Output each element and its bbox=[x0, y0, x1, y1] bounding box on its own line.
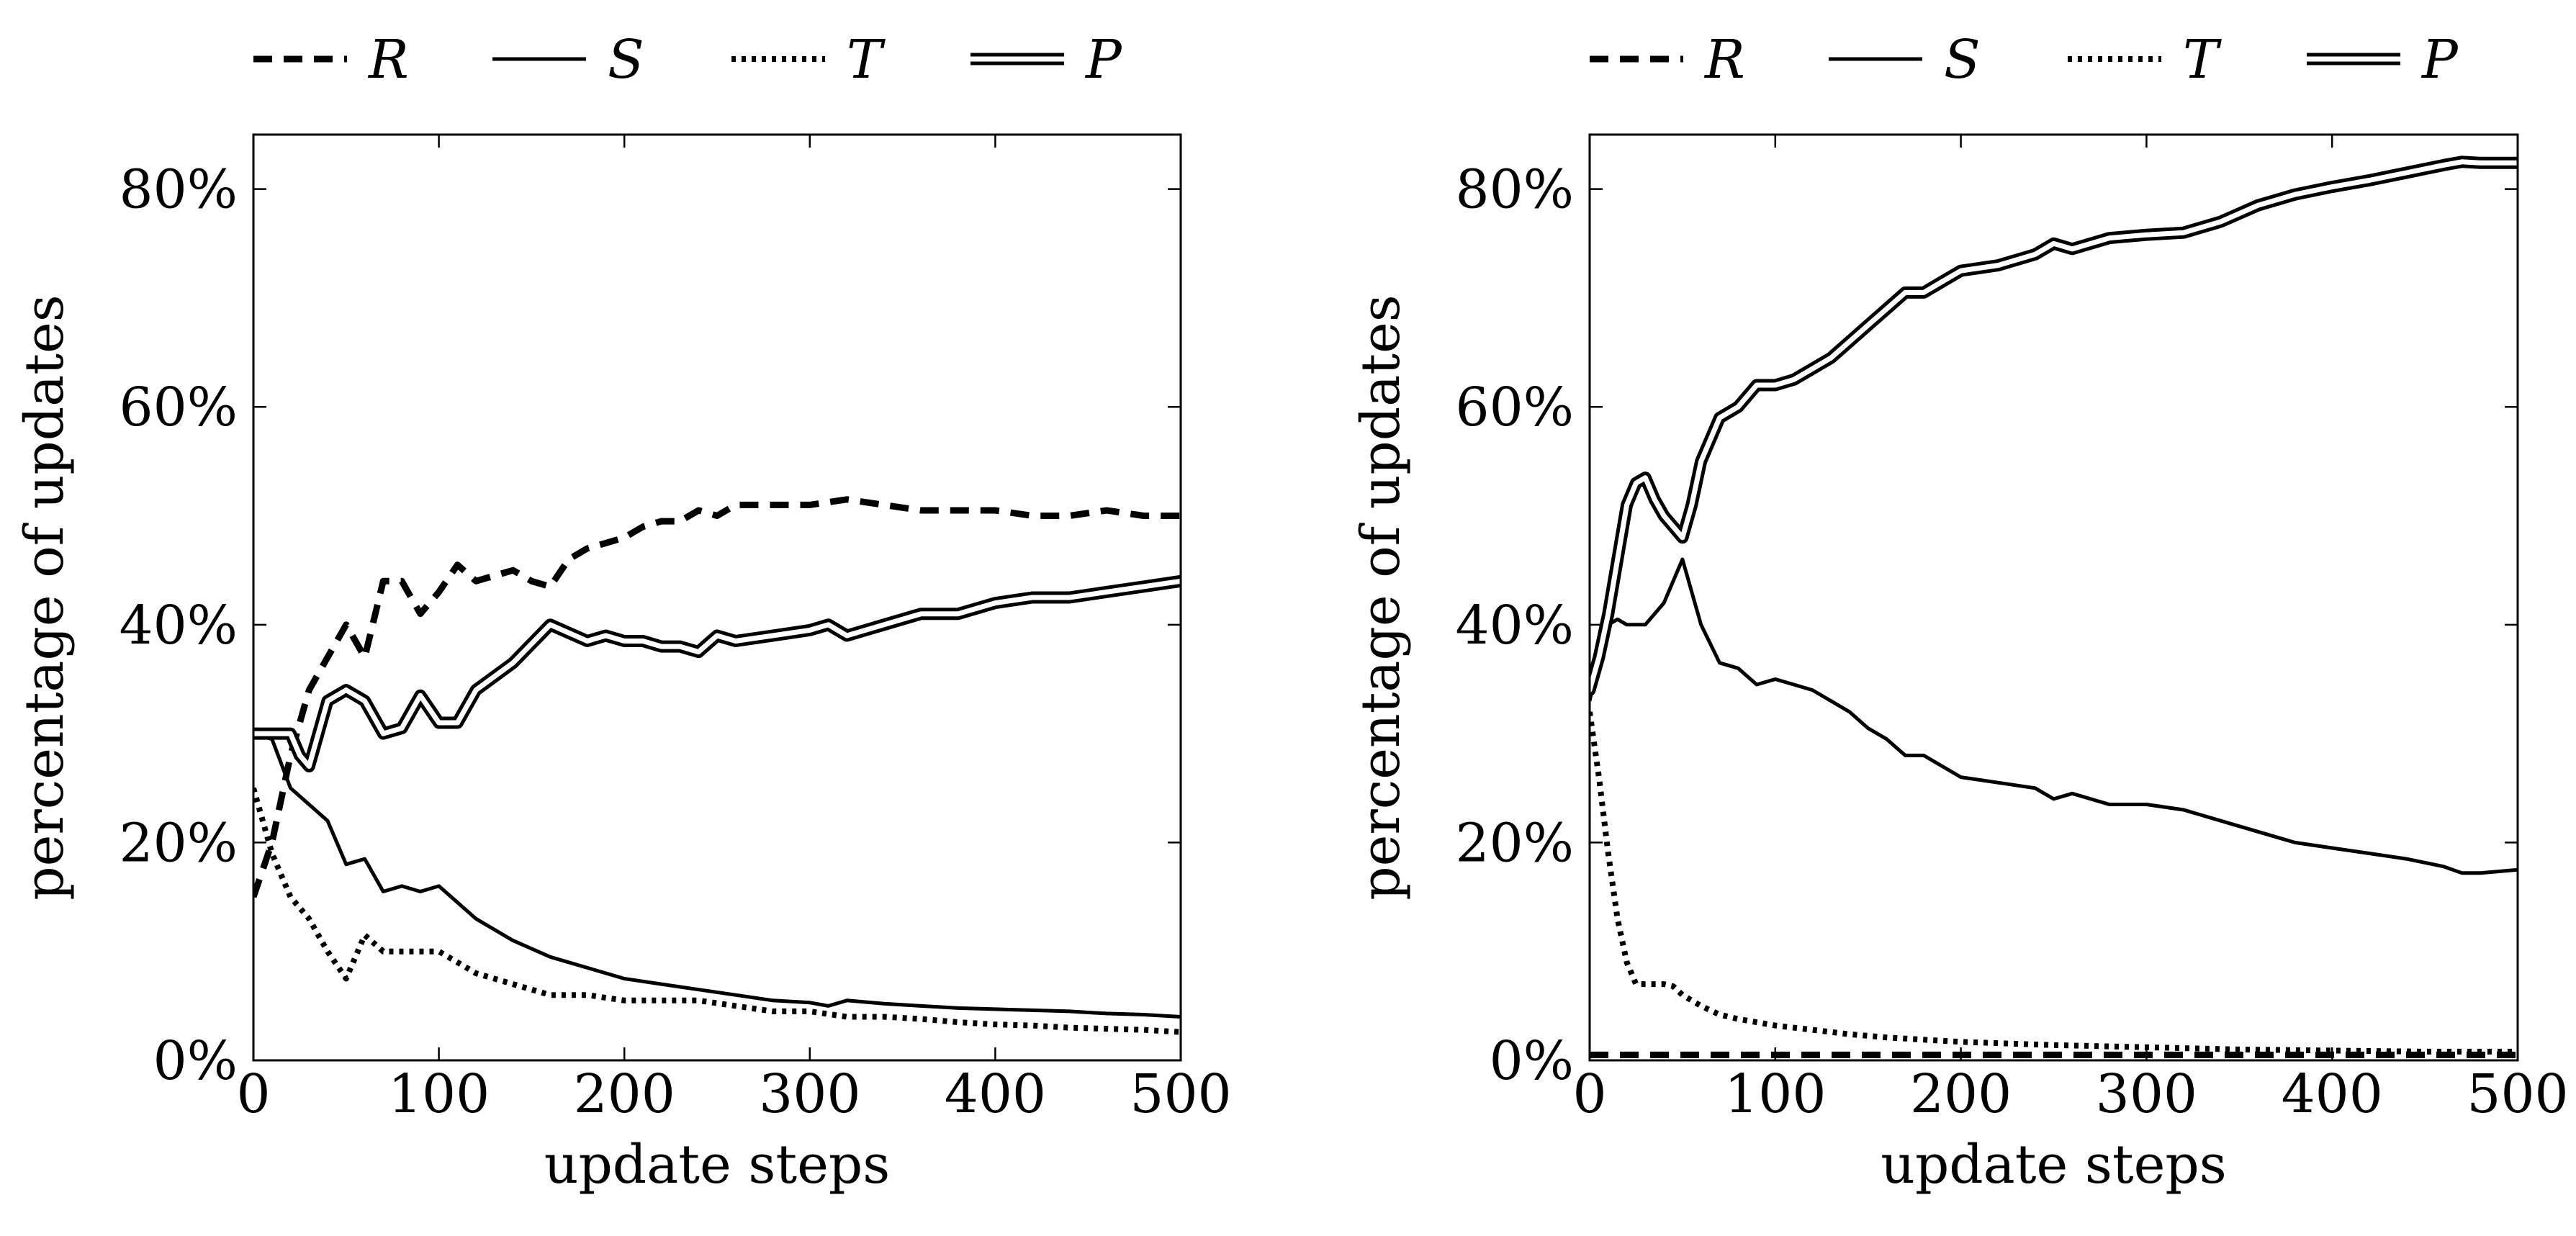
x-tick-label: 100 bbox=[388, 1063, 490, 1125]
plot-area bbox=[1590, 155, 2518, 1058]
legend-p-label: P bbox=[1084, 29, 1122, 91]
legend-s-label: S bbox=[608, 29, 644, 91]
x-tick-label: 0 bbox=[1572, 1063, 1606, 1125]
y-tick-label: 80% bbox=[120, 159, 238, 221]
series-p-line-inner bbox=[253, 578, 1181, 769]
x-tick-label: 200 bbox=[574, 1063, 675, 1125]
series-p-line bbox=[253, 574, 1181, 772]
y-tick-label: 0% bbox=[1490, 1030, 1574, 1092]
series-t-line bbox=[253, 787, 1181, 1035]
legend-p-label: P bbox=[2420, 29, 2459, 91]
plot-area bbox=[253, 496, 1181, 1035]
legend-t-label: T bbox=[847, 29, 886, 91]
plot-frame bbox=[1588, 133, 2519, 1062]
y-tick-label: 60% bbox=[1456, 376, 1574, 438]
series-s-line bbox=[1590, 557, 2518, 875]
x-tick-label: 300 bbox=[2096, 1063, 2197, 1125]
x-tick-label: 400 bbox=[945, 1063, 1046, 1125]
legend-r-label: R bbox=[1703, 29, 1745, 91]
x-axis-title: update steps bbox=[544, 1134, 890, 1196]
y-tick-label: 0% bbox=[153, 1030, 238, 1092]
legend-s-label: S bbox=[1944, 29, 1981, 91]
y-tick-label: 20% bbox=[120, 812, 238, 874]
y-tick-label: 20% bbox=[1456, 812, 1574, 874]
x-axis-title: update steps bbox=[1881, 1134, 2226, 1196]
y-axis-title: percentage of updates bbox=[14, 294, 76, 900]
y-tick-label: 60% bbox=[120, 376, 238, 438]
y-tick-label: 40% bbox=[1456, 595, 1574, 657]
chart-panel-1: 0 100 200 300 400 500 0% 20% 40% 60% 80% update ste… bbox=[14, 29, 1232, 1196]
x-tick-label: 200 bbox=[1910, 1063, 2012, 1125]
legend-t-label: T bbox=[2183, 29, 2222, 91]
x-tick-label: 0 bbox=[236, 1063, 270, 1125]
legend-r-label: R bbox=[367, 29, 409, 91]
series-p-line-inner bbox=[1590, 159, 2518, 693]
series-r-line bbox=[253, 496, 1181, 898]
series-t-line bbox=[1590, 711, 2518, 1055]
y-axis-title: percentage of updates bbox=[1350, 294, 1412, 900]
series-s-line bbox=[253, 731, 1181, 1019]
x-tick-label: 400 bbox=[2282, 1063, 2383, 1125]
y-tick-label: 40% bbox=[120, 595, 238, 657]
plot-frame bbox=[252, 133, 1182, 1062]
chart-panel-2: 0 100 200 300 400 500 0% 20% 40% 60% 80% update ste… bbox=[1350, 29, 2569, 1196]
x-tick-label: 500 bbox=[1130, 1063, 1231, 1125]
x-tick-label: 300 bbox=[759, 1063, 860, 1125]
x-tick-label: 100 bbox=[1724, 1063, 1826, 1125]
y-tick-label: 80% bbox=[1456, 159, 1574, 221]
x-tick-label: 500 bbox=[2467, 1063, 2568, 1125]
